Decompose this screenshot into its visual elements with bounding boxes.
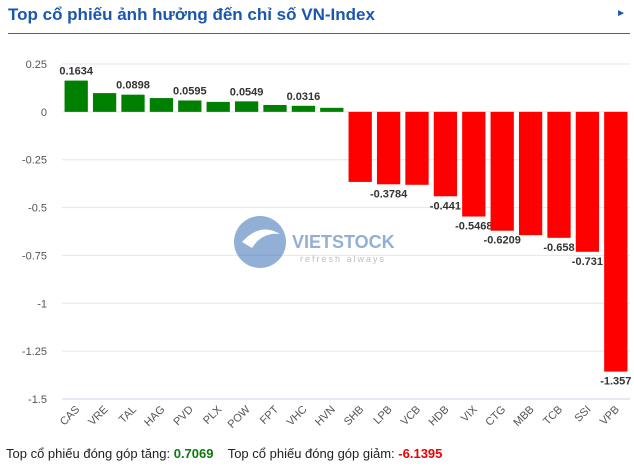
data-label: 0.0549 bbox=[230, 86, 264, 98]
bar-TAL bbox=[121, 94, 145, 112]
down-label: Top cổ phiếu đóng góp giảm: bbox=[227, 446, 395, 461]
title-divider bbox=[8, 33, 630, 34]
footer-summary: Top cổ phiếu đóng góp tăng: 0.7069 Top c… bbox=[6, 446, 442, 461]
bar-VHC bbox=[291, 105, 316, 112]
y-tick-label: -1 bbox=[37, 298, 47, 310]
bar-VIX bbox=[462, 111, 486, 217]
y-tick-label: -0.25 bbox=[22, 155, 47, 167]
svg-text:refresh always: refresh always bbox=[300, 254, 386, 264]
x-tick-label: TAL bbox=[117, 404, 139, 426]
y-tick-label: -0.75 bbox=[22, 250, 47, 262]
bar-LPB bbox=[376, 111, 401, 185]
svg-text:VIETSTOCK: VIETSTOCK bbox=[292, 232, 395, 252]
x-tick-label: LPB bbox=[372, 404, 395, 427]
y-tick-label: -1.25 bbox=[22, 346, 47, 358]
x-tick-label: VRE bbox=[86, 404, 110, 428]
data-label: 0.1634 bbox=[59, 66, 94, 78]
bar-FPT bbox=[263, 104, 287, 112]
bar-POW bbox=[234, 101, 259, 112]
data-label: -0.3784 bbox=[370, 188, 408, 200]
bar-PLX bbox=[206, 101, 230, 112]
x-tick-label: VIX bbox=[459, 403, 480, 424]
y-tick-label: 0 bbox=[41, 107, 47, 119]
bar-CTG bbox=[490, 111, 514, 231]
caret-right-icon[interactable]: ► bbox=[616, 8, 626, 19]
up-label: Top cổ phiếu đóng góp tăng: bbox=[6, 446, 171, 461]
y-tick-label: 0.25 bbox=[26, 59, 47, 71]
data-label: -0.441 bbox=[430, 200, 461, 212]
bar-MBB bbox=[518, 111, 543, 236]
x-tick-label: CAS bbox=[58, 404, 82, 428]
bar-HVN bbox=[320, 107, 344, 112]
bar-TCB bbox=[547, 111, 571, 238]
x-tick-label: VCB bbox=[399, 404, 423, 428]
bar-VCB bbox=[405, 111, 429, 185]
x-tick-label: SHB bbox=[342, 404, 366, 428]
up-value: 0.7069 bbox=[173, 446, 214, 461]
bar-SSI bbox=[575, 111, 600, 252]
x-tick-label: MBB bbox=[511, 404, 536, 429]
y-tick-label: -0.5 bbox=[28, 203, 47, 215]
x-tick-label: POW bbox=[226, 403, 254, 431]
data-label: 0.0898 bbox=[116, 80, 150, 92]
bar-PVD bbox=[178, 100, 202, 112]
data-label: -0.5468 bbox=[455, 221, 492, 233]
x-tick-label: PLX bbox=[201, 403, 225, 427]
x-tick-label: TCB bbox=[541, 404, 565, 428]
bar-HDB bbox=[433, 111, 458, 197]
x-tick-label: SSI bbox=[572, 404, 593, 425]
x-tick-label: VHC bbox=[285, 404, 310, 429]
bar-SHB bbox=[348, 111, 372, 182]
bar-HAG bbox=[149, 98, 174, 112]
data-label: 0.0316 bbox=[287, 91, 321, 103]
bar-VPB bbox=[604, 111, 628, 372]
x-tick-label: CTG bbox=[483, 404, 508, 429]
x-tick-label: VPB bbox=[598, 404, 622, 428]
y-tick-label: -1.5 bbox=[28, 394, 47, 406]
x-tick-label: HDB bbox=[427, 404, 452, 429]
x-tick-label: PVD bbox=[171, 404, 196, 429]
data-label: -0.731 bbox=[572, 256, 603, 268]
page-title: Top cổ phiếu ảnh hưởng đến chỉ số VN-Ind… bbox=[8, 5, 375, 24]
bar-VRE bbox=[92, 93, 117, 112]
data-label: -1.357 bbox=[600, 376, 631, 388]
x-tick-label: HVN bbox=[313, 404, 338, 429]
x-tick-label: HAG bbox=[142, 404, 167, 429]
bar-CAS bbox=[64, 80, 88, 112]
data-label: 0.0595 bbox=[173, 85, 207, 97]
down-value: -6.1395 bbox=[398, 446, 443, 461]
data-label: -0.6209 bbox=[484, 235, 521, 247]
data-label: -0.658 bbox=[543, 242, 574, 254]
x-tick-label: FPT bbox=[258, 403, 281, 426]
